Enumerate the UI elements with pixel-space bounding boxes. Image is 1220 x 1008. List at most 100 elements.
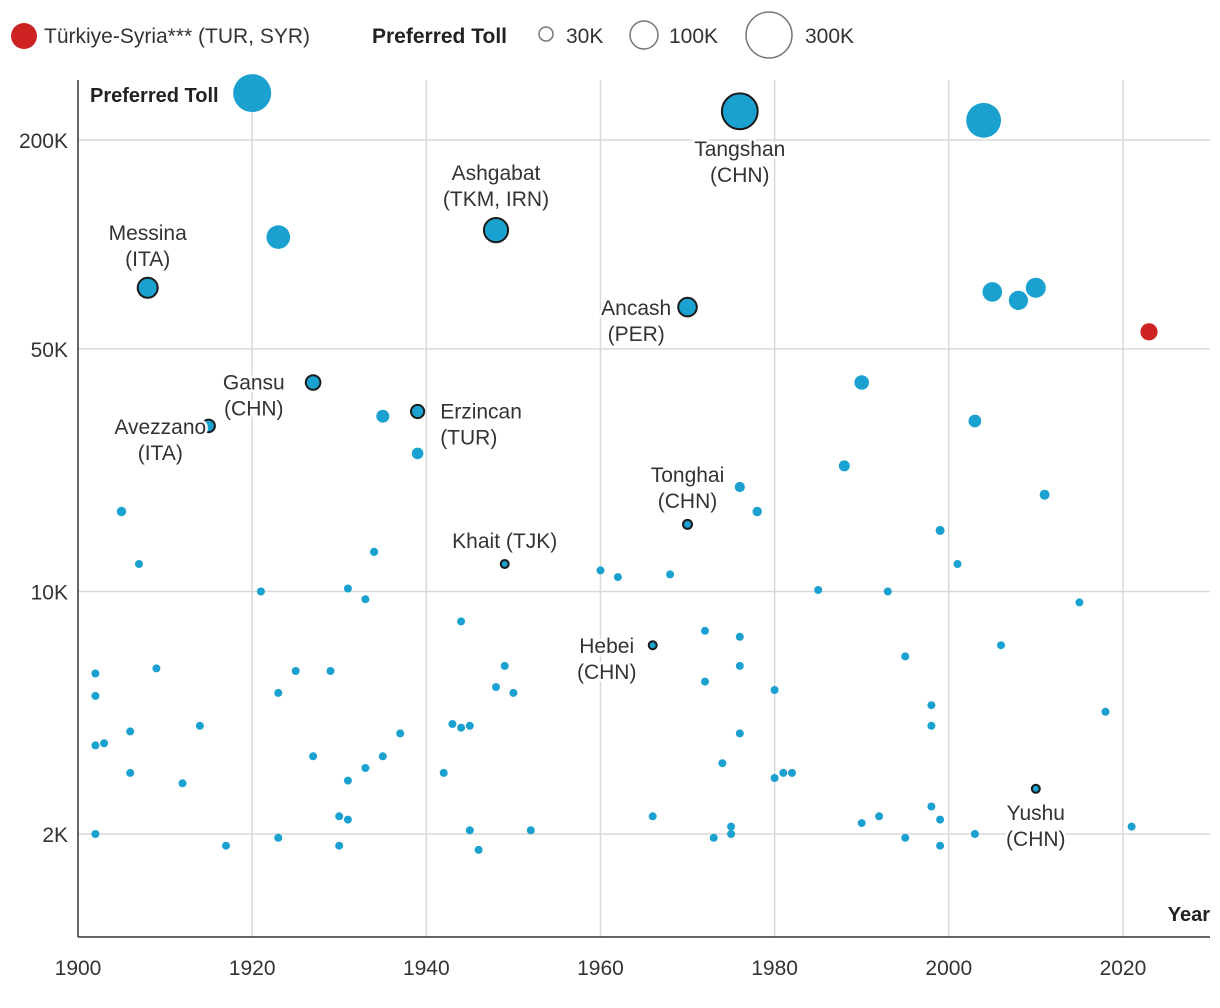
- data-point: [361, 595, 370, 604]
- data-point: [613, 573, 622, 582]
- data-point: [116, 506, 127, 517]
- data-point: [701, 677, 709, 686]
- data-point: [201, 418, 216, 434]
- annotation-label: Erzincan (TUR): [440, 401, 522, 450]
- data-point: [100, 739, 109, 748]
- data-point: [482, 217, 510, 244]
- data-point: [500, 661, 509, 670]
- data-point: [953, 560, 962, 568]
- data-point: [222, 841, 230, 850]
- data-point: [274, 833, 283, 842]
- data-point: [474, 845, 483, 854]
- data-point: [178, 779, 187, 788]
- annotation-label: Tangshan (CHN): [694, 138, 785, 187]
- data-point: [970, 830, 979, 838]
- x-tick-label: 1940: [403, 957, 450, 980]
- data-point: [752, 506, 762, 517]
- data-point: [788, 768, 796, 777]
- data-point: [718, 759, 727, 768]
- legend-size-30k-label: 30K: [566, 25, 603, 48]
- x-tick-label: 1960: [577, 957, 624, 980]
- data-point: [266, 225, 291, 249]
- data-point: [1101, 707, 1110, 716]
- data-point: [709, 833, 718, 842]
- data-point: [682, 518, 693, 530]
- data-point: [901, 833, 910, 842]
- data-point: [465, 826, 474, 835]
- y-tick-label: 2K: [42, 824, 68, 847]
- y-axis-title: Preferred Toll: [90, 85, 219, 107]
- data-point: [770, 774, 779, 782]
- data-point: [982, 282, 1003, 302]
- data-point: [195, 721, 204, 730]
- data-point: [309, 752, 318, 761]
- data-point: [378, 752, 387, 761]
- annotation-label: Ancash (PER): [601, 297, 671, 346]
- data-point: [927, 721, 936, 730]
- data-point: [677, 296, 698, 318]
- data-point: [901, 652, 910, 661]
- x-axis-title: Year: [1168, 904, 1210, 926]
- data-point: [1075, 598, 1084, 607]
- data-point: [291, 667, 300, 675]
- data-point: [935, 525, 945, 535]
- data-point: [1030, 783, 1041, 794]
- data-point: [727, 822, 736, 831]
- data-point: [997, 641, 1005, 650]
- legend-size-30k-circle: [538, 26, 554, 42]
- data-point: [875, 812, 884, 821]
- annotation-label: Gansu (CHN): [223, 372, 285, 421]
- data-point: [499, 559, 510, 569]
- legend-size-title: Preferred Toll: [372, 25, 507, 48]
- data-point: [361, 764, 370, 772]
- data-point: [370, 547, 379, 557]
- data-point: [779, 768, 788, 777]
- data-point: [126, 768, 135, 777]
- y-tick-label: 10K: [31, 581, 68, 604]
- data-point: [734, 481, 745, 493]
- annotation-label: Messina (ITA): [109, 222, 188, 271]
- data-point: [396, 729, 405, 738]
- y-tick-label: 200K: [19, 130, 68, 153]
- data-point: [343, 584, 352, 593]
- data-point: [256, 587, 265, 596]
- data-point: [326, 667, 335, 675]
- data-point: [857, 819, 866, 828]
- data-point: [457, 617, 466, 626]
- data-point: [457, 723, 466, 732]
- x-tick-label: 1900: [55, 957, 102, 980]
- data-point: [152, 664, 161, 673]
- annotations: Messina (ITA) Ashgabat (TKM, IRN) Tangshan (C…: [106, 136, 1068, 854]
- data-point: [410, 403, 426, 420]
- data-point: [304, 374, 322, 391]
- data-point: [735, 632, 744, 641]
- data-point: [814, 586, 823, 594]
- data-points: [91, 74, 1158, 854]
- data-point: [735, 661, 744, 670]
- annotation-label: Avezzano (ITA): [114, 416, 206, 465]
- data-point: [936, 841, 945, 850]
- data-point: [126, 727, 135, 736]
- data-point: [647, 640, 658, 651]
- legend-size-100k-circle: [629, 20, 659, 50]
- gridlines: 1900 1920 1940 1960 1980 2000 2020 2K 10K 50K 200K: [19, 80, 1210, 980]
- legend-size-300k-circle: [745, 11, 793, 59]
- data-point: [376, 409, 390, 423]
- annotation-label: Tonghai (CHN): [651, 464, 725, 513]
- data-point: [1039, 489, 1050, 500]
- legend-turkiye-syria-label: Türkiye-Syria*** (TUR, SYR): [44, 25, 310, 48]
- data-point: [492, 683, 500, 692]
- data-point: [1008, 290, 1028, 310]
- data-point: [411, 447, 424, 460]
- data-point: [136, 276, 159, 299]
- data-point: [720, 92, 759, 131]
- data-point: [343, 776, 352, 785]
- data-point: [465, 721, 474, 730]
- data-point: [596, 566, 605, 575]
- legend-size-100k-label: 100K: [669, 25, 718, 48]
- legend-turkiye-syria-dot: [11, 23, 37, 49]
- data-point: [968, 414, 982, 428]
- data-point: [343, 815, 352, 824]
- data-point: [701, 626, 709, 635]
